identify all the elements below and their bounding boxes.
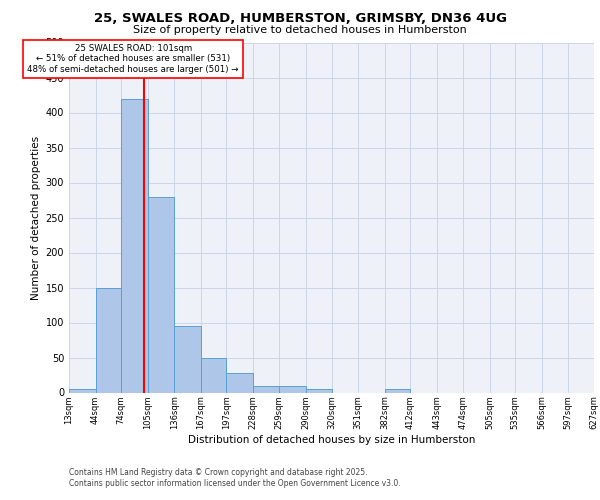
Bar [306, 389, 331, 392]
Text: Contains HM Land Registry data © Crown copyright and database right 2025.
Contai: Contains HM Land Registry data © Crown c… [69, 468, 401, 487]
Bar [69, 389, 95, 392]
Y-axis label: Number of detached properties: Number of detached properties [31, 136, 41, 300]
Bar [174, 326, 200, 392]
Bar [121, 98, 148, 393]
Bar [385, 389, 410, 392]
Text: Size of property relative to detached houses in Humberston: Size of property relative to detached ho… [133, 25, 467, 35]
Text: 25 SWALES ROAD: 101sqm
← 51% of detached houses are smaller (531)
48% of semi-de: 25 SWALES ROAD: 101sqm ← 51% of detached… [28, 44, 239, 74]
Bar [200, 358, 226, 392]
Text: 25, SWALES ROAD, HUMBERSTON, GRIMSBY, DN36 4UG: 25, SWALES ROAD, HUMBERSTON, GRIMSBY, DN… [94, 12, 506, 26]
Bar [226, 373, 253, 392]
Bar [253, 386, 280, 392]
X-axis label: Distribution of detached houses by size in Humberston: Distribution of detached houses by size … [188, 434, 475, 444]
Bar [280, 386, 306, 392]
Bar [148, 196, 174, 392]
Bar [95, 288, 121, 393]
